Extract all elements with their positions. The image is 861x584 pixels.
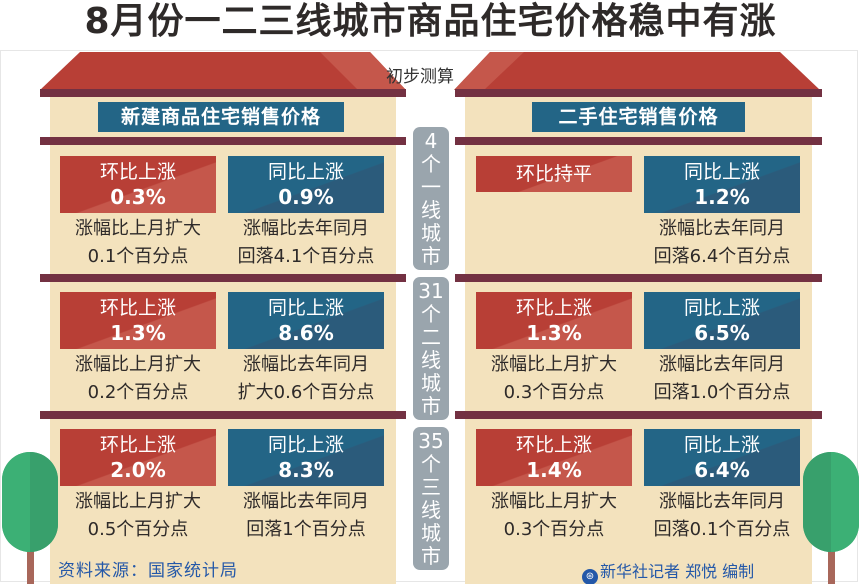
right-roof: [454, 52, 820, 90]
left-floor-line-3: [40, 411, 406, 419]
yoy-badge: 同比上涨 6.4%: [644, 429, 800, 486]
yoy-badge: 同比上涨 8.3%: [228, 429, 384, 486]
right-eave: [455, 89, 822, 97]
subtitle: 初步测算: [386, 67, 454, 87]
left-tier2-yoy: 同比上涨 8.6% 涨幅比去年同月 扩大0.6个百分点: [228, 292, 384, 405]
left-tier1-yoy: 同比上涨 0.9% 涨幅比去年同月 回落4.1个百分点: [228, 156, 384, 269]
left-floor-line-2: [40, 274, 406, 282]
yoy-value: 1.2%: [694, 185, 750, 209]
xinhua-logo-icon: ⊛: [582, 569, 598, 584]
yoy-badge: 同比上涨 8.6%: [228, 292, 384, 349]
mom-badge: 环比持平: [476, 156, 632, 192]
data-source: 资料来源：国家统计局: [58, 561, 238, 581]
right-tier2-yoy: 同比上涨 6.5% 涨幅比去年同月 回落1.0个百分点: [644, 292, 800, 405]
tier-tag-second-tier: 31 个 二 线 城 市: [413, 277, 449, 420]
yoy-value: 8.3%: [278, 458, 334, 482]
right-section-heading: 二手住宅销售价格: [532, 102, 745, 132]
right-floor-line-3: [455, 411, 822, 419]
mom-value: 1.4%: [526, 458, 582, 482]
credit-text: 新华社记者 郑悦 编制: [600, 562, 755, 581]
mom-badge: 环比上涨 1.3%: [476, 292, 632, 349]
right-floor-line-2: [455, 274, 822, 282]
right-tier3-mom: 环比上涨 1.4% 涨幅比上月扩大 0.3个百分点: [476, 429, 632, 542]
mom-badge: 环比上涨 0.3%: [60, 156, 216, 213]
mom-value: 2.0%: [110, 458, 166, 482]
tier-tag-third-tier: 35 个 三 线 城 市: [413, 427, 449, 570]
tier-tag-first-tier: 4 个 一 线 城 市: [413, 127, 449, 270]
left-section-heading: 新建商品住宅销售价格: [98, 102, 344, 132]
right-tier2-mom: 环比上涨 1.3% 涨幅比上月扩大 0.3个百分点: [476, 292, 632, 405]
infographic-title: 8月份一二三线城市商品住宅价格稳中有涨: [84, 1, 777, 42]
yoy-value: 6.4%: [694, 458, 750, 482]
left-roof: [40, 52, 406, 90]
mom-badge: 环比上涨 2.0%: [60, 429, 216, 486]
yoy-value: 8.6%: [278, 321, 334, 345]
right-tier3-yoy: 同比上涨 6.4% 涨幅比去年同月 回落0.1个百分点: [644, 429, 800, 542]
mom-value: 1.3%: [110, 321, 166, 345]
yoy-badge: 同比上涨 6.5%: [644, 292, 800, 349]
left-tier3-mom: 环比上涨 2.0% 涨幅比上月扩大 0.5个百分点: [60, 429, 216, 542]
mom-value: 1.3%: [526, 321, 582, 345]
right-tier1-yoy: 同比上涨 1.2% 涨幅比去年同月 回落6.4个百分点: [644, 156, 800, 269]
yoy-value: 6.5%: [694, 321, 750, 345]
right-floor-line-1: [455, 137, 822, 145]
yoy-badge: 同比上涨 0.9%: [228, 156, 384, 213]
left-tier1-mom: 环比上涨 0.3% 涨幅比上月扩大 0.1个百分点: [60, 156, 216, 269]
yoy-value: 0.9%: [278, 185, 334, 209]
left-floor-line-1: [40, 137, 406, 145]
mom-value: 0.3%: [110, 185, 166, 209]
left-eave: [40, 89, 406, 97]
right-tier1-mom: 环比持平: [476, 156, 632, 192]
credit-line: ⊛ 新华社记者 郑悦 编制: [582, 558, 754, 584]
left-tier2-mom: 环比上涨 1.3% 涨幅比上月扩大 0.2个百分点: [60, 292, 216, 405]
mom-badge: 环比上涨 1.3%: [60, 292, 216, 349]
left-tier3-yoy: 同比上涨 8.3% 涨幅比去年同月 回落1个百分点: [228, 429, 384, 542]
mom-badge: 环比上涨 1.4%: [476, 429, 632, 486]
yoy-badge: 同比上涨 1.2%: [644, 156, 800, 213]
